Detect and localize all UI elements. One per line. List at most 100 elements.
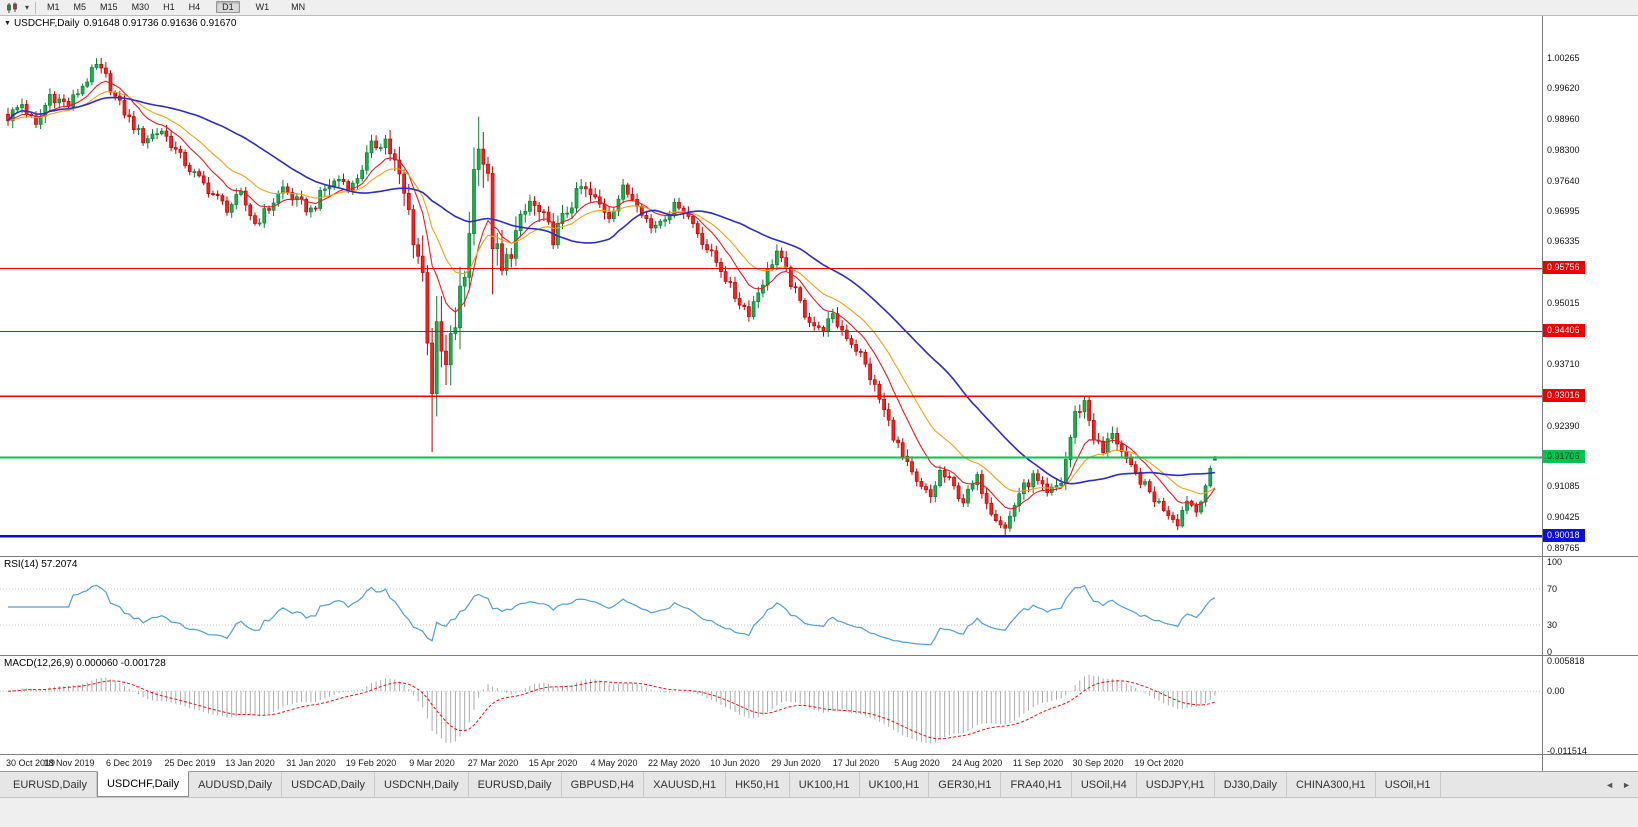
price-tick-label: 0.89765 (1547, 543, 1580, 553)
timeframe-button-w1[interactable]: W1 (255, 2, 270, 12)
date-tick-label: 5 Aug 2020 (894, 758, 940, 768)
date-tick-label: 19 Feb 2020 (345, 758, 397, 768)
price-tick-label: 0.98300 (1547, 145, 1580, 155)
price-tick-label: 0.96995 (1547, 206, 1580, 216)
date-tick-label: 10 Jun 2020 (710, 758, 760, 768)
chart-tab-ger30-h1[interactable]: GER30,H1 (929, 772, 1002, 797)
price-tick-label: 0.99620 (1547, 83, 1580, 93)
date-tick-label: 17 Jul 2020 (832, 758, 880, 768)
chevron-down-icon[interactable]: ▾ (25, 3, 30, 12)
date-tick-label: 25 Dec 2019 (164, 758, 216, 768)
date-tick-label: 31 Jan 2020 (286, 758, 336, 768)
level-price-badge: 0.95756 (1543, 261, 1585, 274)
candlestick-chart[interactable] (0, 16, 1542, 556)
level-price-badge: 0.90018 (1543, 529, 1585, 542)
collapse-triangle-icon[interactable]: ▼ (4, 20, 11, 27)
date-tick-label: 11 Sep 2020 (1012, 758, 1064, 768)
tab-scroll-controls: ◄ ► (1598, 772, 1638, 797)
price-tick-label: 1.00265 (1547, 53, 1580, 63)
rsi-indicator-panel[interactable]: RSI(14) 57.2074 (0, 556, 1542, 655)
macd-indicator-panel[interactable]: MACD(12,26,9) 0.000060 -0.001728 (0, 655, 1542, 754)
rsi-tick-label: 100 (1547, 557, 1563, 567)
date-tick-label: 6 Dec 2019 (105, 758, 153, 768)
macd-tick-label: 0.00 (1547, 686, 1565, 696)
chart-tab-uk100-h1[interactable]: UK100,H1 (790, 772, 860, 797)
top-toolbar: ▾ M1 M5 M15 M30 H1 H4 D1 W1 MN (0, 0, 1638, 16)
chart-ohlc-values: 0.91648 0.91736 0.91636 0.91670 (83, 18, 237, 29)
chart-tab-usoil-h1[interactable]: USOil,H1 (1376, 772, 1441, 797)
timeframe-button-d1[interactable]: D1 (216, 1, 240, 13)
timeframe-button-m30[interactable]: M30 (131, 2, 150, 12)
date-tick-label: 15 Apr 2020 (528, 758, 578, 768)
date-axis[interactable]: 30 Oct 2019 18 Nov 2019 6 Dec 2019 25 Dec 2… (0, 754, 1542, 771)
status-bar (0, 797, 1638, 827)
tab-scroll-left-button[interactable]: ◄ (1605, 779, 1615, 790)
axis-corner (1543, 754, 1638, 771)
macd-label: MACD(12,26,9) 0.000060 -0.001728 (4, 658, 166, 669)
chart-tab-eurusd-daily[interactable]: EURUSD,Daily (469, 772, 562, 797)
chart-type-icon[interactable] (3, 1, 23, 15)
timeframe-button-group: M1 M5 M15 M30 H1 H4 D1 W1 MN (40, 1, 312, 14)
timeframe-button-m1[interactable]: M1 (47, 2, 60, 12)
chart-tab-usdjpy-h1[interactable]: USDJPY,H1 (1137, 772, 1215, 797)
rsi-tick-label: 30 (1547, 620, 1558, 630)
date-tick-label: 30 Oct 2019 (6, 758, 56, 768)
chart-tab-usoil-h4[interactable]: USOil,H4 (1072, 772, 1137, 797)
rsi-tick-label: 70 (1547, 584, 1558, 594)
chart-tab-usdcad-daily[interactable]: USDCAD,Daily (282, 772, 376, 797)
price-axis[interactable]: 1.00265 0.99620 0.98960 0.98300 0.97640 0.969… (1542, 16, 1638, 771)
macd-tick-label: -0.011514 (1547, 746, 1587, 756)
price-tick-label: 0.97640 (1547, 176, 1580, 186)
chart-tab-xauusd-h1[interactable]: XAUUSD,H1 (644, 772, 727, 797)
price-tick-label: 0.96335 (1547, 236, 1580, 246)
chart-tab-fra40-h1[interactable]: FRA40,H1 (1001, 772, 1072, 797)
date-tick-label: 24 Aug 2020 (951, 758, 1003, 768)
chart-tab-eurusd-daily[interactable]: EURUSD,Daily (4, 772, 97, 797)
chart-tab-audusd-daily[interactable]: AUDUSD,Daily (189, 772, 283, 797)
level-price-badge: 0.91706 (1543, 450, 1585, 463)
date-tick-label: 19 Oct 2020 (1134, 758, 1184, 768)
chart-plots: ▼ USDCHF,Daily 0.91648 0.91736 0.91636 0.9… (0, 16, 1542, 771)
chart-tab-china300-h1[interactable]: CHINA300,H1 (1287, 772, 1376, 797)
rsi-axis[interactable]: 100 70 30 0 (1543, 556, 1638, 657)
chart-tab-dj30-daily[interactable]: DJ30,Daily (1215, 772, 1287, 797)
rsi-plot[interactable] (0, 558, 1542, 656)
date-tick-label: 29 Jun 2020 (771, 758, 821, 768)
chart-tab-usdcnh-daily[interactable]: USDCNH,Daily (375, 772, 469, 797)
price-chart-panel[interactable]: ▼ USDCHF,Daily 0.91648 0.91736 0.91636 0.9… (0, 16, 1542, 556)
macd-tick-label: 0.005818 (1547, 656, 1585, 666)
chart-tab-usdchf-daily[interactable]: USDCHF,Daily (96, 771, 190, 797)
macd-plot[interactable] (0, 657, 1542, 755)
price-tick-label: 0.95015 (1547, 298, 1580, 308)
chart-title: ▼ USDCHF,Daily 0.91648 0.91736 0.91636 0.9… (4, 18, 240, 29)
timeframe-button-h1[interactable]: H1 (163, 2, 175, 12)
price-tick-label: 0.98960 (1547, 114, 1580, 124)
timeframe-button-h4[interactable]: H4 (188, 2, 201, 12)
toolbar-separator (35, 1, 37, 14)
chart-tab-bar: EURUSD,Daily USDCHF,Daily AUDUSD,Daily USDC… (0, 771, 1638, 797)
date-tick-label: 13 Jan 2020 (225, 758, 275, 768)
date-tick-label: 18 Nov 2019 (43, 758, 95, 768)
level-price-badge: 0.93016 (1543, 389, 1585, 402)
macd-axis[interactable]: 0.005818 0.00 -0.011514 (1543, 655, 1638, 756)
chart-symbol-label: USDCHF,Daily (13, 18, 80, 29)
date-tick-label: 30 Sep 2020 (1072, 758, 1124, 768)
date-tick-label: 9 Mar 2020 (409, 758, 455, 768)
level-price-badge: 0.94406 (1543, 324, 1585, 337)
price-axis-main[interactable]: 1.00265 0.99620 0.98960 0.98300 0.97640 0.969… (1543, 16, 1638, 556)
timeframe-button-m15[interactable]: M15 (100, 2, 118, 12)
chart-tab-uk100-h1[interactable]: UK100,H1 (860, 772, 930, 797)
chart-tab-gbpusd-h4[interactable]: GBPUSD,H4 (562, 772, 645, 797)
chart-tab-hk50-h1[interactable]: HK50,H1 (726, 772, 790, 797)
price-tick-label: 0.90425 (1547, 512, 1580, 522)
chart-area: ▼ USDCHF,Daily 0.91648 0.91736 0.91636 0.9… (0, 16, 1638, 771)
tab-scroll-right-button[interactable]: ► (1622, 779, 1631, 790)
timeframe-button-mn[interactable]: MN (291, 2, 306, 12)
rsi-label: RSI(14) 57.2074 (4, 559, 78, 570)
rsi-tick-label: 0 (1547, 647, 1553, 657)
price-tick-label: 0.92390 (1547, 421, 1580, 431)
price-tick-label: 0.91085 (1547, 481, 1580, 491)
price-tick-label: 0.93710 (1547, 359, 1580, 369)
timeframe-button-m5[interactable]: M5 (73, 2, 87, 12)
date-tick-label: 4 May 2020 (590, 758, 638, 768)
